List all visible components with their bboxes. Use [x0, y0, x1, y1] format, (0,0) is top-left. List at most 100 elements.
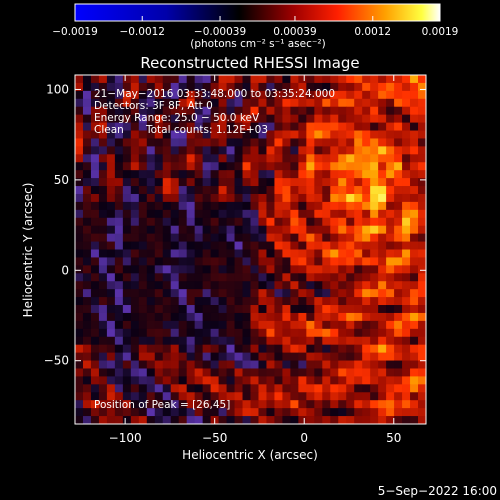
- heatmap-pixel: [354, 376, 363, 385]
- heatmap-pixel: [122, 114, 132, 123]
- heatmap-pixel: [242, 154, 251, 163]
- heatmap-pixel: [274, 225, 283, 235]
- heatmap-pixel: [386, 178, 395, 187]
- heatmap-pixel: [75, 225, 84, 235]
- heatmap-pixel: [386, 400, 395, 409]
- info-time-range: 21−May−2016 03:33:48.000 to 03:35:24.000: [94, 88, 335, 100]
- heatmap-pixel: [258, 352, 267, 361]
- heatmap-pixel: [402, 305, 411, 314]
- heatmap-pixel: [362, 178, 371, 187]
- heatmap-pixel: [402, 106, 411, 116]
- heatmap-pixel: [410, 186, 419, 195]
- heatmap-pixel: [258, 265, 267, 274]
- heatmap-pixel: [90, 130, 100, 139]
- heatmap-pixel: [178, 178, 188, 187]
- heatmap-pixel: [394, 241, 403, 250]
- heatmap-pixel: [354, 265, 363, 274]
- heatmap-pixel: [274, 328, 283, 338]
- heatmap-pixel: [82, 146, 92, 155]
- heatmap-pixel: [274, 305, 283, 314]
- heatmap-pixel: [306, 257, 315, 266]
- heatmap-pixel: [394, 305, 403, 314]
- heatmap-pixel: [330, 201, 339, 211]
- heatmap-pixel: [306, 384, 315, 393]
- heatmap-pixel: [186, 82, 196, 92]
- heatmap-pixel: [362, 273, 371, 282]
- heatmap-pixel: [370, 344, 379, 354]
- heatmap-pixel: [234, 114, 243, 123]
- heatmap-pixel: [202, 106, 212, 116]
- heatmap-pixel: [98, 241, 108, 250]
- heatmap-pixel: [154, 416, 164, 424]
- heatmap-pixel: [386, 138, 395, 147]
- heatmap-pixel: [338, 384, 347, 393]
- heatmap-pixel: [122, 416, 132, 424]
- heatmap-pixel: [386, 146, 395, 155]
- heatmap-pixel: [210, 114, 219, 123]
- heatmap-pixel: [234, 384, 243, 393]
- heatmap-pixel: [122, 376, 132, 385]
- heatmap-pixel: [114, 416, 124, 424]
- heatmap-pixel: [210, 328, 219, 338]
- heatmap-pixel: [146, 265, 156, 274]
- heatmap-pixel: [194, 98, 204, 108]
- heatmap-pixel: [130, 209, 140, 219]
- heatmap-pixel: [114, 138, 124, 147]
- heatmap-pixel: [298, 122, 307, 131]
- heatmap-pixel: [338, 320, 347, 330]
- heatmap-pixel: [122, 384, 132, 393]
- heatmap-pixel: [130, 273, 140, 282]
- heatmap-pixel: [362, 360, 371, 369]
- heatmap-pixel: [322, 400, 331, 409]
- heatmap-pixel: [130, 297, 140, 306]
- heatmap-pixel: [75, 265, 84, 274]
- heatmap-pixel: [186, 186, 196, 195]
- heatmap-pixel: [226, 392, 235, 401]
- heatmap-pixel: [290, 344, 299, 354]
- heatmap-pixel: [138, 320, 148, 330]
- heatmap-pixel: [170, 98, 180, 108]
- heatmap-pixel: [170, 249, 180, 258]
- heatmap-pixel: [258, 201, 267, 211]
- heatmap-pixel: [178, 416, 188, 424]
- heatmap-pixel: [202, 408, 212, 417]
- heatmap-pixel: [114, 170, 124, 179]
- heatmap-pixel: [242, 130, 251, 139]
- heatmap-pixel: [106, 114, 116, 123]
- x-axis-ticks: −100 −50 0 50: [109, 75, 401, 445]
- heatmap-pixel: [354, 201, 363, 211]
- heatmap-pixel: [322, 209, 331, 219]
- heatmap-pixel: [138, 305, 148, 314]
- heatmap-pixel: [250, 130, 259, 139]
- heatmap-pixel: [322, 178, 331, 187]
- heatmap-pixel: [154, 170, 164, 179]
- heatmap-pixel: [122, 146, 132, 155]
- heatmap-pixel: [402, 257, 411, 266]
- heatmap-pixel: [162, 320, 172, 330]
- heatmap-pixel: [218, 352, 227, 361]
- heatmap-pixel: [346, 408, 355, 417]
- heatmap-pixel: [154, 241, 164, 250]
- heatmap-pixel: [250, 114, 259, 123]
- heatmap-pixel: [322, 281, 331, 290]
- heatmap-pixel: [314, 154, 323, 163]
- heatmap-pixel: [154, 281, 164, 290]
- heatmap-pixel: [258, 154, 267, 163]
- heatmap-pixel: [138, 201, 148, 211]
- heatmap-pixel: [146, 352, 156, 361]
- heatmap-pixel: [75, 320, 84, 330]
- heatmap-pixel: [186, 162, 196, 171]
- heatmap-pixel: [346, 257, 355, 266]
- heatmap-pixel: [218, 186, 227, 195]
- heatmap-pixel: [178, 297, 188, 306]
- heatmap-pixel: [138, 233, 148, 242]
- heatmap-pixel: [242, 376, 251, 385]
- heatmap-pixel: [242, 320, 251, 330]
- heatmap-pixel: [186, 305, 196, 314]
- heatmap-pixel: [170, 376, 180, 385]
- heatmap-pixel: [242, 82, 251, 92]
- heatmap-pixel: [418, 368, 426, 377]
- heatmap-pixel: [82, 384, 92, 393]
- heatmap-pixel: [354, 225, 363, 235]
- info-energy-range: Energy Range: 25.0 − 50.0 keV: [94, 112, 260, 124]
